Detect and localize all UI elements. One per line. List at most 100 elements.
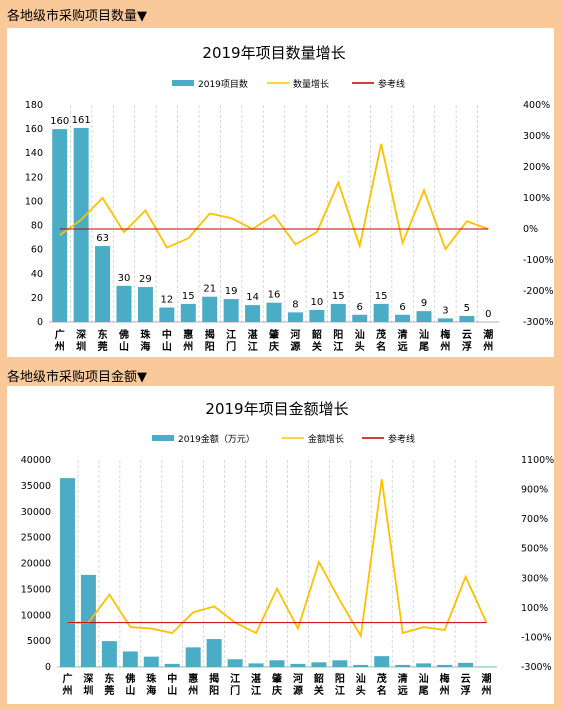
x-tick-label: 珠海 — [146, 672, 157, 697]
bar — [245, 305, 261, 322]
bar — [95, 246, 111, 322]
y-tick-label: 10000 — [21, 610, 51, 621]
x-tick-label: 清远 — [398, 328, 408, 353]
x-tick-label: 潮州 — [481, 672, 492, 697]
y-tick-label: 0 — [37, 317, 43, 328]
bar — [353, 664, 369, 667]
bar — [266, 302, 282, 322]
y-tick-label: 0 — [45, 662, 51, 673]
bar — [459, 315, 475, 322]
bar-value-label: 29 — [139, 274, 152, 285]
y-right-tick-label: 100% — [523, 193, 550, 204]
x-tick-label: 云浮 — [461, 673, 471, 697]
bar-value-label: 19 — [225, 286, 238, 297]
x-tick-label: 珠海 — [140, 328, 151, 353]
x-tick-label: 揭阳 — [205, 328, 215, 353]
bar — [223, 299, 239, 322]
legend-swatch-bar — [172, 80, 194, 86]
x-tick-label: 汕尾 — [419, 672, 429, 697]
growth-line — [67, 479, 488, 639]
y-tick-label: 30000 — [21, 507, 51, 518]
bar — [330, 303, 346, 322]
bar-value-label: 10 — [310, 297, 323, 308]
x-tick-label: 韶关 — [312, 328, 322, 353]
x-tick-label: 惠州 — [182, 328, 193, 353]
x-tick-label: 清远 — [398, 672, 408, 697]
bar-value-label: 15 — [375, 291, 388, 302]
y-right-tick-label: 200% — [523, 162, 550, 173]
x-tick-label: 深圳 — [83, 672, 93, 697]
y-tick-label: 160 — [25, 124, 43, 135]
bar-value-label: 12 — [160, 295, 173, 306]
bar — [122, 651, 138, 667]
bar — [416, 311, 432, 322]
y-right-tick-label: 0% — [523, 224, 538, 235]
x-tick-label: 河源 — [290, 329, 300, 353]
bar-value-label: 15 — [182, 291, 195, 302]
x-tick-label: 广州 — [54, 328, 65, 353]
x-tick-label: 湛江 — [251, 672, 261, 697]
y-right-tick-label: 1100% — [521, 455, 554, 466]
legend-label: 2019金额（万元） — [178, 433, 255, 445]
y-right-tick-label: 100% — [521, 603, 548, 614]
y-tick-label: 80 — [31, 221, 43, 232]
x-tick-label: 揭阳 — [209, 672, 219, 697]
x-tick-label: 肇庆 — [268, 328, 280, 353]
x-tick-label: 江门 — [226, 328, 236, 353]
bar — [458, 662, 474, 667]
bar-value-label: 9 — [421, 298, 427, 309]
bar — [416, 663, 432, 667]
y-tick-label: 180 — [25, 100, 43, 111]
legend: 2019项目数 数量增长 参考线 — [172, 78, 405, 90]
bar-value-label: 5 — [464, 303, 470, 314]
y-right-tick-label: 300% — [523, 131, 550, 142]
bar — [395, 664, 411, 667]
bar-value-label: 14 — [246, 292, 259, 303]
bar — [180, 303, 196, 322]
x-tick-label: 广州 — [61, 672, 72, 697]
chart-panel-amount: 2019年项目金额增长 2019金额（万元） 金额增长 参考线 0 5000 10000 15… — [7, 386, 554, 704]
bar-value-label: 21 — [203, 284, 216, 295]
legend-label: 参考线 — [388, 433, 415, 445]
y-tick-label: 5000 — [27, 636, 51, 647]
y-tick-label: 25000 — [21, 533, 51, 544]
y-tick-label: 35000 — [21, 481, 51, 492]
bar-value-label: 30 — [118, 273, 131, 284]
y-tick-label: 60 — [31, 245, 43, 256]
x-tick-label: 肇庆 — [271, 672, 283, 697]
y-right-tick-label: 400% — [523, 100, 550, 111]
x-tick-label: 茂名 — [376, 328, 386, 353]
y-tick-label: 100 — [25, 196, 43, 207]
y-right-tick-label: 300% — [521, 573, 548, 584]
x-tick-label: 中山 — [162, 328, 172, 353]
x-tick-label: 佛山 — [118, 328, 129, 353]
y-right-tick-label: -300% — [521, 662, 552, 673]
y-tick-label: 40 — [31, 269, 43, 280]
bar — [227, 659, 243, 667]
y-right-tick-label: 700% — [521, 514, 548, 525]
bar — [437, 318, 453, 322]
bar-value-label: 15 — [332, 291, 345, 302]
bar — [206, 639, 222, 667]
bar — [479, 666, 495, 667]
bar — [80, 574, 96, 667]
y-right-tick-label: -100% — [523, 255, 554, 266]
bar — [159, 307, 175, 322]
y-tick-label: 120 — [25, 172, 43, 183]
bar — [101, 641, 117, 667]
bar — [59, 478, 75, 667]
bar — [373, 303, 389, 322]
y-right-tick-label: -300% — [523, 317, 554, 328]
growth-line — [59, 143, 489, 251]
bar-value-label: 161 — [72, 115, 91, 126]
x-tick-label: 梅州 — [439, 672, 450, 697]
x-tick-label: 汕头 — [355, 328, 365, 353]
x-tick-label: 东莞 — [98, 328, 108, 353]
bar-value-label: 3 — [442, 305, 448, 316]
bar-value-label: 6 — [357, 302, 363, 313]
section-header-quantity: 各地级市采购项目数量▼ — [7, 9, 147, 24]
x-tick-label: 佛山 — [124, 672, 135, 697]
x-tick-label: 潮州 — [482, 328, 493, 353]
x-tick-label: 韶关 — [314, 672, 324, 697]
x-tick-label: 汕头 — [356, 672, 366, 697]
